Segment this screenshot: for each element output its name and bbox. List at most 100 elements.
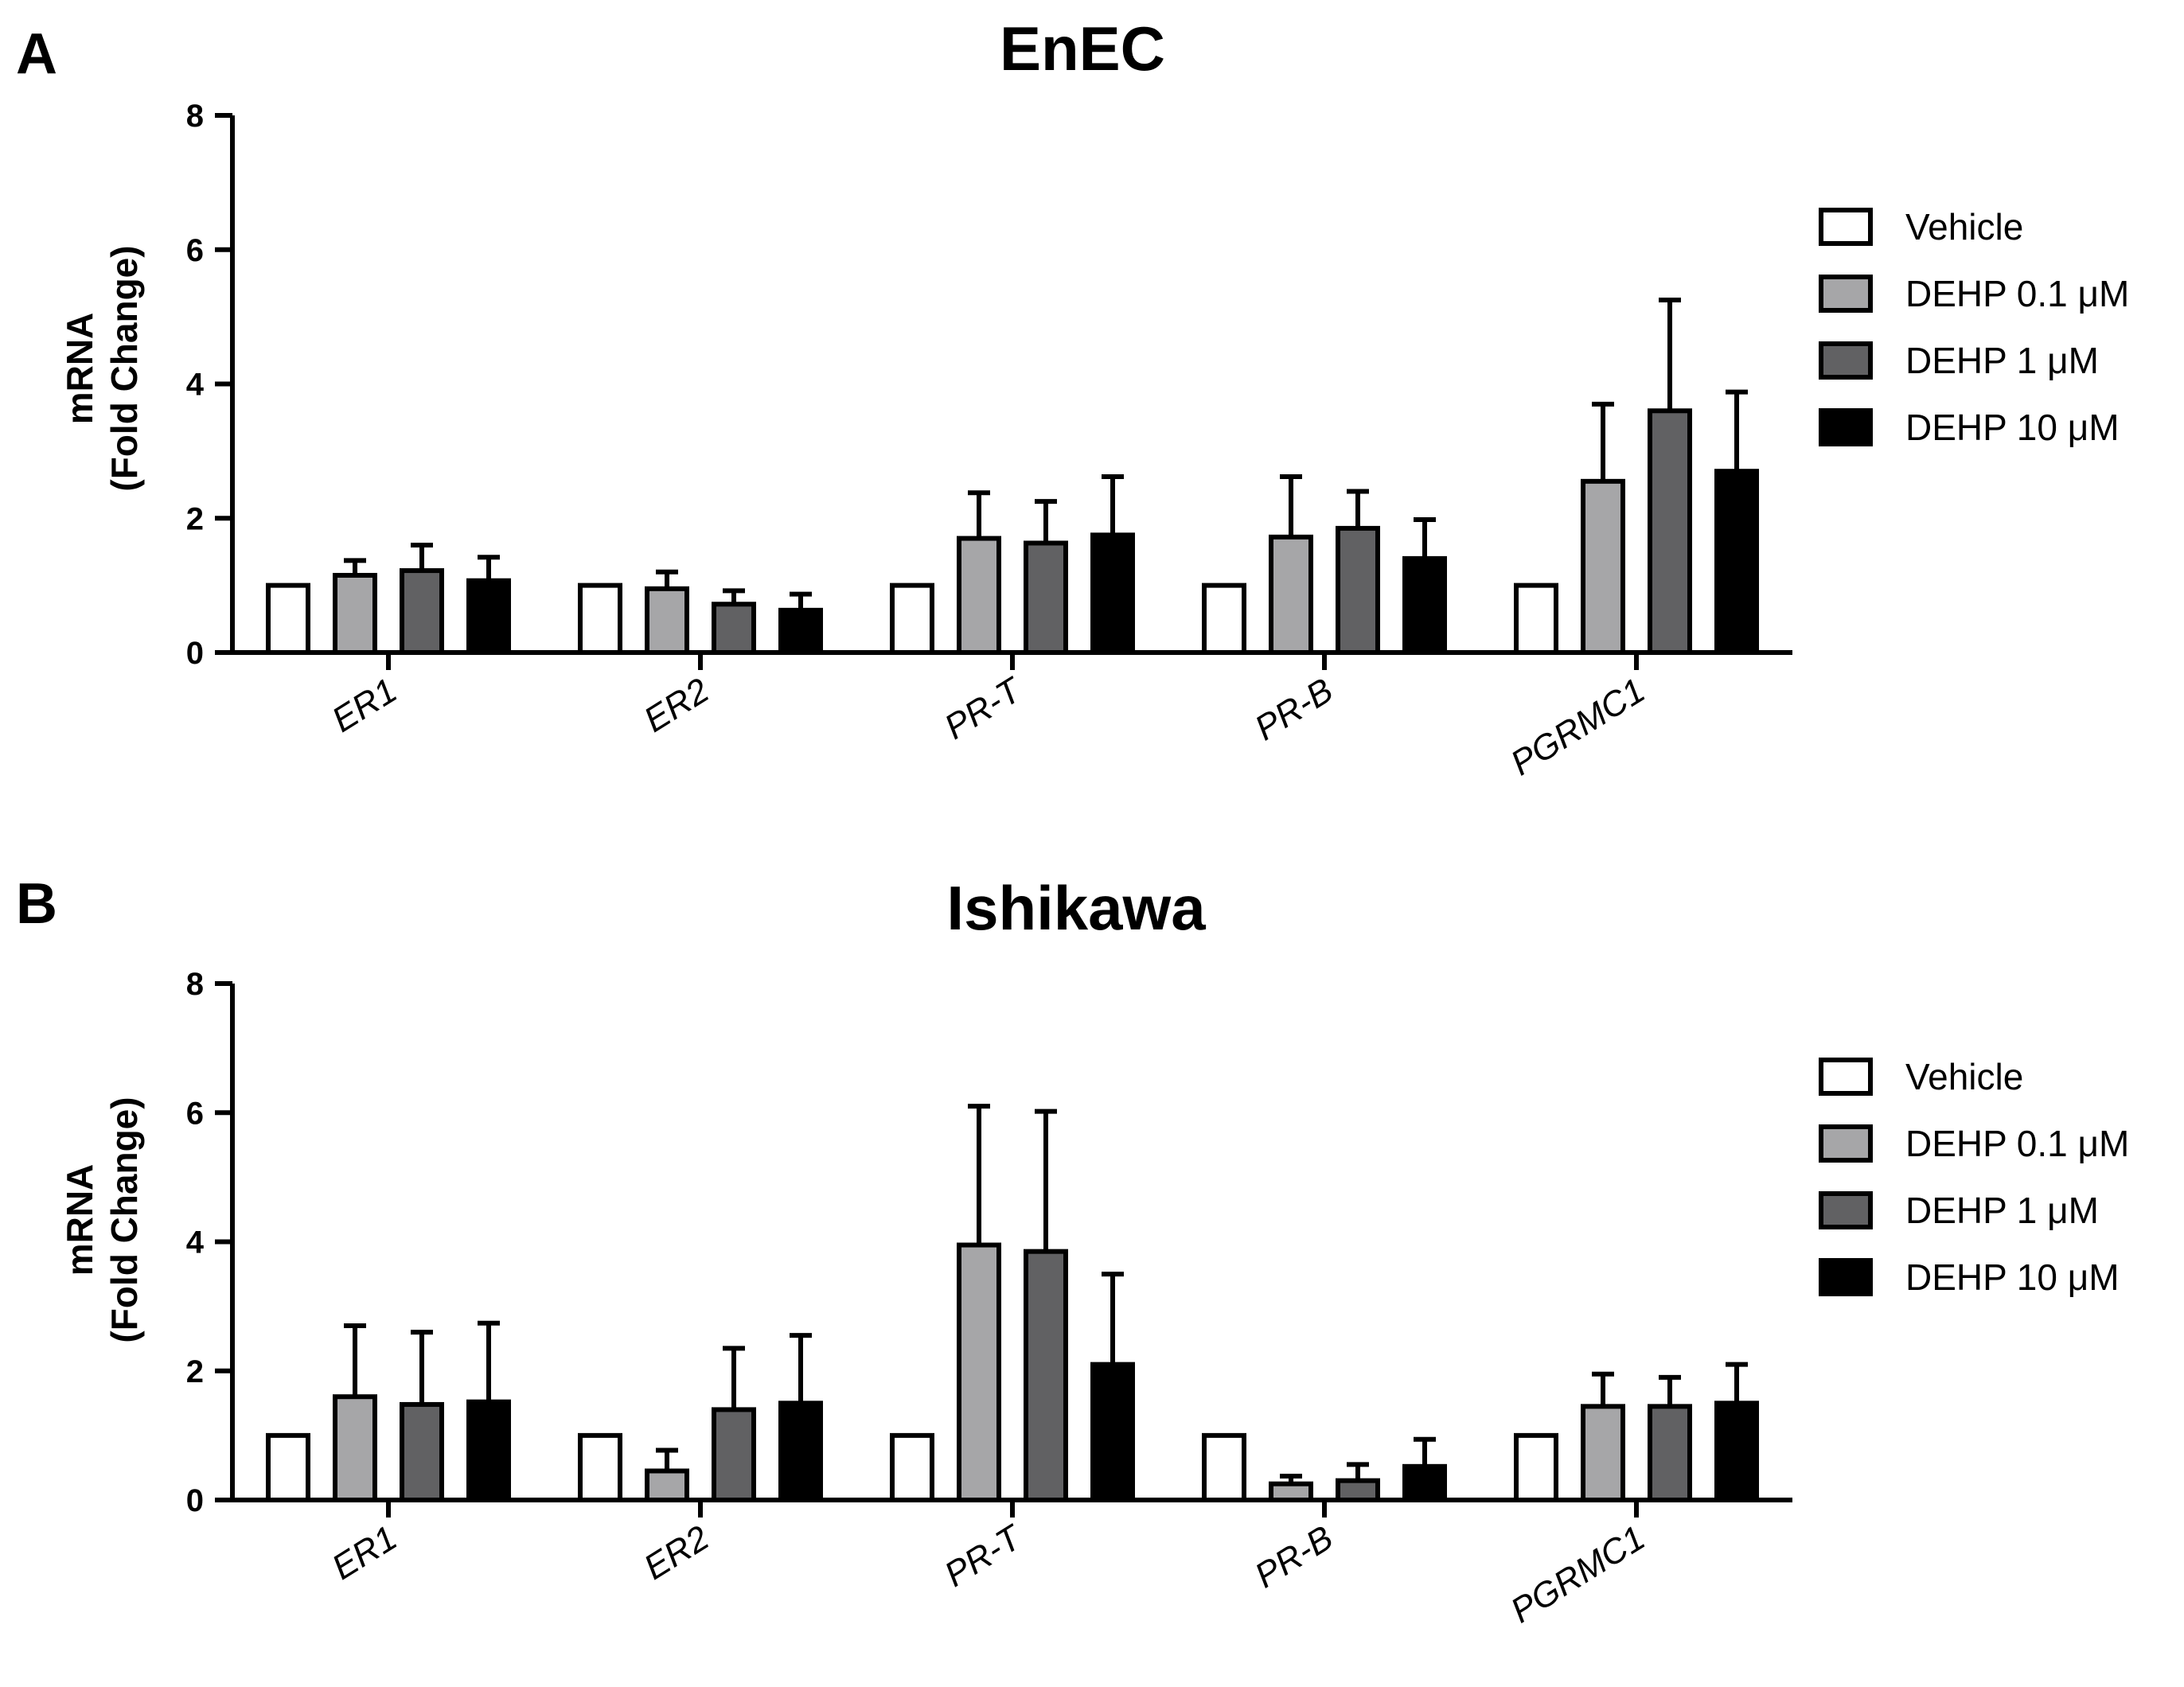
bar-a-pr-b-vehicle xyxy=(1202,582,1246,655)
legend-swatch-a-dehp-0-1-um xyxy=(1819,275,1873,313)
panel-a: A EnEC mRNA (Fold Change) 0 2 4 6 8 ER1 ER2 PR-… xyxy=(16,14,2129,783)
bar-b-pr-b-vehicle xyxy=(1202,1432,1246,1502)
bar-b-er2-vehicle xyxy=(578,1432,622,1502)
legend-label-a-dehp-1-um: DEHP 1 μM xyxy=(1905,340,2099,381)
legend-label-a-dehp-10-um: DEHP 10 μM xyxy=(1905,407,2120,448)
bar-a-pgrmc1-dehp-10-um xyxy=(1714,469,1759,655)
x-tick-label-b-pgrmc1: PGRMC1 xyxy=(1504,1518,1652,1631)
panel-letter-a: A xyxy=(16,22,57,86)
y-axis-label-a-line1: mRNA xyxy=(59,313,100,425)
x-tick-label-a-pr-b: PR-B xyxy=(1248,671,1340,748)
chart-title-b: Ishikawa xyxy=(946,873,1206,943)
bar-a-pr-t-dehp-0-1-um xyxy=(957,536,1001,655)
x-tick-label-b-pr-b: PR-B xyxy=(1248,1518,1340,1595)
bar-b-pr-t-vehicle xyxy=(890,1432,934,1502)
legend-item-b-vehicle: Vehicle xyxy=(1819,1056,2023,1097)
y-tick-label-a-6: 6 xyxy=(186,233,204,268)
bar-a-pr-t-dehp-1-um xyxy=(1024,540,1068,655)
bar-b-er2-dehp-10-um xyxy=(778,1401,823,1502)
panel-b: B Ishikawa mRNA (Fold Change) 0 2 4 6 8 ER1 ER… xyxy=(16,872,2129,1631)
y-tick-label-a-0: 0 xyxy=(186,636,204,671)
legend-item-a-dehp-1-um: DEHP 1 μM xyxy=(1819,340,2099,381)
y-tick-label-b-8: 8 xyxy=(186,967,204,1002)
y-tick-label-a-2: 2 xyxy=(186,501,204,536)
y-tick-label-b-2: 2 xyxy=(186,1354,204,1389)
legend-b: Vehicle DEHP 0.1 μM DEHP 1 μM DEHP 10 μM xyxy=(1819,1056,2129,1298)
x-tick-label-a-er2: ER2 xyxy=(638,671,716,740)
bar-b-er1-dehp-0-1-um xyxy=(333,1394,377,1502)
legend-item-b-dehp-0-1-um: DEHP 0.1 μM xyxy=(1819,1123,2129,1164)
plot-area-b: 0 2 4 6 8 ER1 ER2 PR-T PR-B PGRMC1 xyxy=(186,967,1792,1631)
legend-swatch-b-dehp-0-1-um xyxy=(1819,1124,1873,1163)
bar-a-pr-t-dehp-10-um xyxy=(1090,532,1135,655)
bar-a-er1-dehp-0-1-um xyxy=(333,572,377,655)
bar-b-er2-dehp-0-1-um xyxy=(645,1468,689,1503)
legend-item-a-vehicle: Vehicle xyxy=(1819,206,2023,247)
x-tick-label-b-er2: ER2 xyxy=(638,1518,716,1588)
plot-area-a: 0 2 4 6 8 ER1 ER2 PR-T PR-B PGRMC1 xyxy=(186,99,1792,783)
bar-a-pr-b-dehp-0-1-um xyxy=(1269,534,1313,655)
x-tick-label-a-pgrmc1: PGRMC1 xyxy=(1504,671,1652,783)
bar-b-er1-vehicle xyxy=(266,1432,310,1502)
bar-b-er1-dehp-10-um xyxy=(466,1399,511,1502)
bar-a-pgrmc1-dehp-0-1-um xyxy=(1581,478,1625,655)
legend-item-a-dehp-0-1-um: DEHP 0.1 μM xyxy=(1819,273,2129,314)
bar-b-pr-t-dehp-1-um xyxy=(1024,1249,1068,1502)
legend-label-a-vehicle: Vehicle xyxy=(1905,206,2023,247)
x-tick-label-b-pr-t: PR-T xyxy=(938,1517,1030,1595)
legend-label-b-dehp-0-1-um: DEHP 0.1 μM xyxy=(1905,1123,2129,1164)
legend-swatch-a-dehp-10-um xyxy=(1819,408,1873,446)
legend-swatch-b-dehp-1-um xyxy=(1819,1191,1873,1229)
y-axis-label-b-line2: (Fold Change) xyxy=(103,1097,145,1342)
bar-b-pgrmc1-dehp-10-um xyxy=(1714,1401,1759,1502)
y-axis-label-a: mRNA (Fold Change) xyxy=(59,245,145,491)
legend-label-b-dehp-1-um: DEHP 1 μM xyxy=(1905,1190,2099,1231)
bar-b-pgrmc1-dehp-1-um xyxy=(1648,1404,1692,1503)
legend-swatch-b-vehicle xyxy=(1819,1058,1873,1096)
bar-a-er1-vehicle xyxy=(266,582,310,655)
bar-a-er1-dehp-1-um xyxy=(400,568,444,655)
bar-b-pgrmc1-dehp-0-1-um xyxy=(1581,1404,1625,1503)
legend-item-b-dehp-10-um: DEHP 10 μM xyxy=(1819,1256,2120,1298)
legend-item-b-dehp-1-um: DEHP 1 μM xyxy=(1819,1190,2099,1231)
y-tick-label-a-8: 8 xyxy=(186,99,204,134)
y-axis-label-a-line2: (Fold Change) xyxy=(103,245,145,491)
bar-a-er2-dehp-0-1-um xyxy=(645,586,689,655)
legend-label-a-dehp-0-1-um: DEHP 0.1 μM xyxy=(1905,273,2129,314)
bar-b-pr-t-dehp-10-um xyxy=(1090,1362,1135,1502)
y-axis-label-b-line1: mRNA xyxy=(59,1164,100,1276)
bar-a-er2-dehp-1-um xyxy=(712,602,756,655)
legend-item-a-dehp-10-um: DEHP 10 μM xyxy=(1819,407,2120,448)
bar-a-er1-dehp-10-um xyxy=(466,578,511,655)
bar-a-pr-b-dehp-1-um xyxy=(1336,525,1380,655)
bar-b-pr-b-dehp-0-1-um xyxy=(1269,1481,1313,1502)
bar-a-pr-b-dehp-10-um xyxy=(1402,555,1447,655)
legend-swatch-b-dehp-10-um xyxy=(1819,1258,1873,1296)
bar-a-er2-dehp-10-um xyxy=(778,607,823,655)
legend-label-b-dehp-10-um: DEHP 10 μM xyxy=(1905,1256,2120,1298)
y-tick-label-a-4: 4 xyxy=(186,368,205,403)
bar-a-er2-vehicle xyxy=(578,582,622,655)
y-tick-label-b-0: 0 xyxy=(186,1483,204,1518)
bar-b-pr-b-dehp-1-um xyxy=(1336,1478,1380,1502)
bar-b-pgrmc1-vehicle xyxy=(1514,1432,1558,1502)
x-tick-label-b-er1: ER1 xyxy=(326,1518,404,1588)
y-axis-label-b: mRNA (Fold Change) xyxy=(59,1097,145,1342)
legend-swatch-a-dehp-1-um xyxy=(1819,341,1873,380)
bar-a-pgrmc1-dehp-1-um xyxy=(1648,408,1692,655)
panel-letter-b: B xyxy=(16,872,57,936)
bar-b-er1-dehp-1-um xyxy=(400,1401,444,1503)
x-tick-label-a-er1: ER1 xyxy=(326,671,404,740)
y-tick-label-b-4: 4 xyxy=(186,1225,205,1260)
bar-a-pgrmc1-vehicle xyxy=(1514,582,1558,655)
chart-title-a: EnEC xyxy=(1000,14,1165,84)
y-tick-label-b-6: 6 xyxy=(186,1096,204,1131)
bar-b-er2-dehp-1-um xyxy=(712,1407,756,1503)
bar-b-pr-b-dehp-10-um xyxy=(1402,1463,1447,1502)
x-tick-label-a-pr-t: PR-T xyxy=(938,669,1030,747)
legend-swatch-a-vehicle xyxy=(1819,208,1873,246)
bar-a-pr-t-vehicle xyxy=(890,582,934,655)
legend-a: Vehicle DEHP 0.1 μM DEHP 1 μM DEHP 10 μM xyxy=(1819,206,2129,448)
legend-label-b-vehicle: Vehicle xyxy=(1905,1056,2023,1097)
